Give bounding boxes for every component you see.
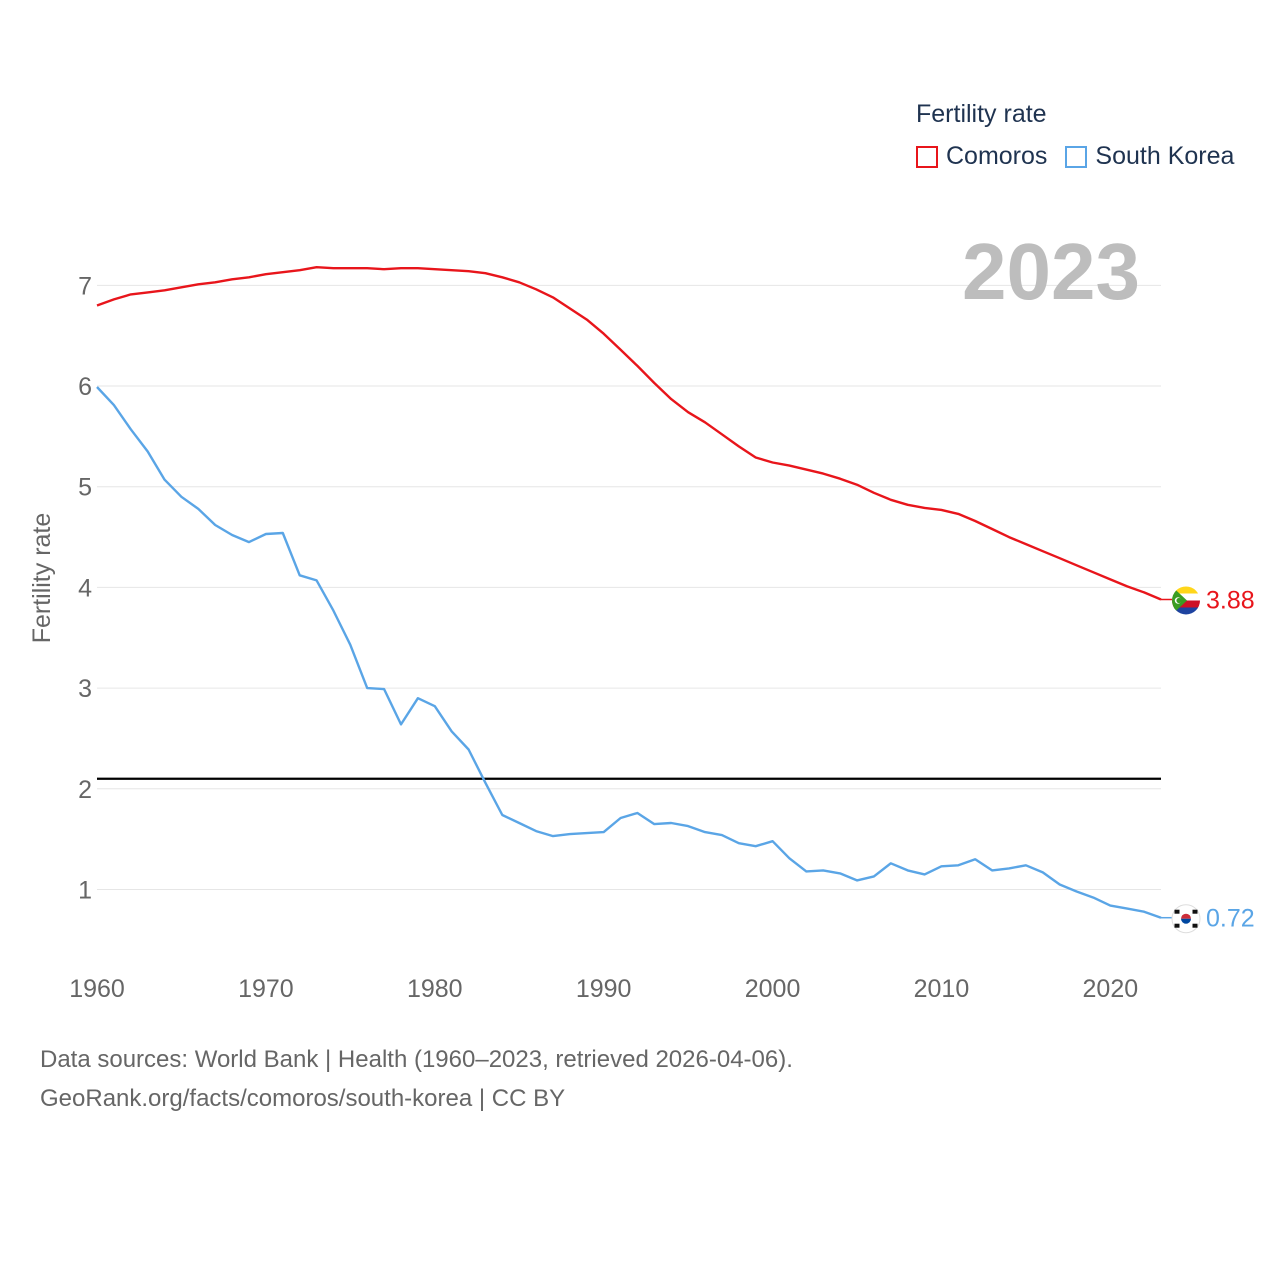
x-tick-label: 2020 (1083, 975, 1139, 1003)
series-lines (96, 266, 1162, 919)
end-value-label-comoros: 3.88 (1206, 586, 1255, 614)
y-tick-label: 7 (78, 272, 92, 300)
x-tick-label: 1970 (238, 975, 294, 1003)
x-tick-label: 1960 (69, 975, 125, 1003)
legend-swatch-comoros (916, 145, 938, 168)
legend-label-south-korea: South Korea (1095, 142, 1235, 170)
y-axis-ticks: 1 2 3 4 5 6 7 (78, 272, 92, 904)
y-tick-label: 5 (78, 474, 92, 502)
x-tick-label: 2010 (914, 975, 970, 1003)
south-korea-flag-icon (1171, 904, 1201, 934)
legend: Comoros South Korea (916, 142, 1252, 171)
legend-item-south-korea[interactable]: South Korea (1065, 142, 1234, 171)
footer-link[interactable]: GeoRank.org/facts/comoros/south-korea | … (40, 1085, 566, 1112)
y-tick-label: 6 (78, 373, 92, 401)
x-tick-label: 1980 (407, 975, 463, 1003)
x-axis-ticks: 1960 1970 1980 1990 2000 2010 2020 (69, 975, 1138, 1003)
end-labels: 3.88 0.72 (1161, 586, 1255, 934)
year-label: 2023 (962, 227, 1140, 316)
y-tick-label: 1 (78, 877, 92, 905)
x-tick-label: 1990 (576, 975, 632, 1003)
x-tick-label: 2000 (745, 975, 801, 1003)
y-tick-label: 3 (78, 675, 92, 703)
footer-sources: Data sources: World Bank | Health (1960–… (40, 1046, 793, 1073)
legend-title: Fertility rate (916, 100, 1047, 128)
y-tick-label: 4 (78, 574, 92, 602)
legend-label-comoros: Comoros (946, 142, 1048, 170)
comoros-flag-icon (1172, 586, 1200, 615)
legend-item-comoros[interactable]: Comoros (916, 142, 1047, 171)
legend-swatch-south-korea (1065, 145, 1088, 168)
end-value-label-south-korea: 0.72 (1206, 905, 1255, 933)
series-line-south-korea (96, 386, 1162, 919)
y-tick-label: 2 (78, 776, 92, 804)
grid-lines (97, 284, 1161, 891)
series-line-comoros (96, 266, 1162, 601)
y-axis-label: Fertility rate (28, 513, 56, 644)
